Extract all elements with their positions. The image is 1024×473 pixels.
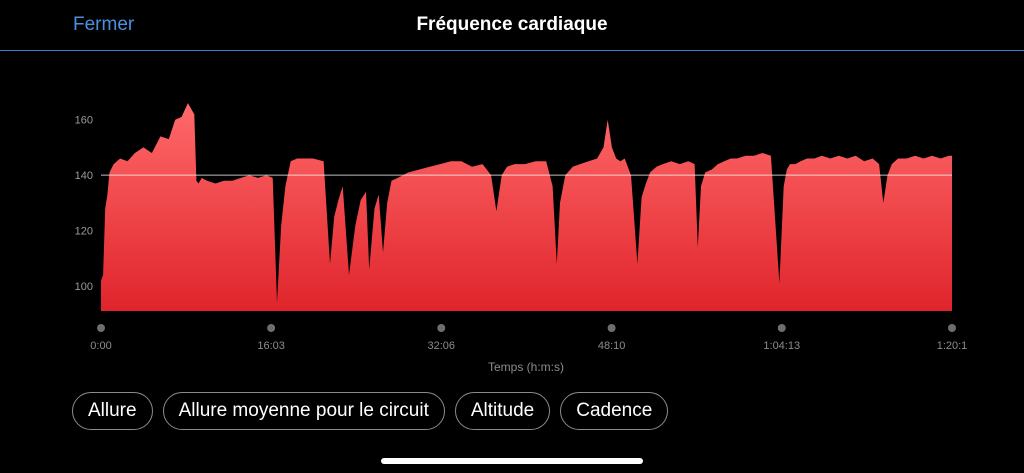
close-button[interactable]: Fermer (73, 14, 135, 35)
x-tick-dot (607, 324, 616, 332)
x-tick-label: 32:06 (428, 340, 456, 352)
heart-rate-area (101, 103, 952, 311)
x-tick-dot (948, 324, 956, 332)
heart-rate-chart: 100 120 140 160 0:00 16:03 32:06 48:10 1:04:13 1… (75, 103, 968, 374)
chip-allure[interactable]: Allure (72, 392, 153, 430)
y-tick-label: 160 (75, 115, 93, 127)
x-tick-label: 1:20:1 (937, 340, 968, 352)
metric-chips: Allure Allure moyenne pour le circuit Al… (72, 392, 669, 430)
x-tick-dot (267, 324, 276, 332)
header-bar: Fermer Fréquence cardiaque (0, 0, 1024, 51)
y-tick-label: 120 (75, 226, 93, 238)
x-axis-label: Temps (h:m:s) (488, 360, 564, 374)
y-tick-label: 100 (75, 281, 93, 293)
home-indicator (381, 458, 643, 464)
x-tick-dot (777, 324, 786, 332)
x-tick-dot (437, 324, 446, 332)
x-tick-label: 48:10 (598, 340, 626, 352)
x-tick-label: 1:04:13 (763, 340, 800, 352)
x-tick-label: 0:00 (90, 340, 111, 352)
chip-cadence[interactable]: Cadence (560, 392, 669, 430)
x-tick-dot (97, 324, 105, 332)
page-title: Fréquence cardiaque (416, 14, 608, 35)
chip-allure-moyenne-circuit[interactable]: Allure moyenne pour le circuit (162, 392, 445, 430)
x-tick-label: 16:03 (257, 340, 285, 352)
y-tick-label: 140 (75, 170, 93, 182)
chip-altitude[interactable]: Altitude (454, 392, 551, 430)
